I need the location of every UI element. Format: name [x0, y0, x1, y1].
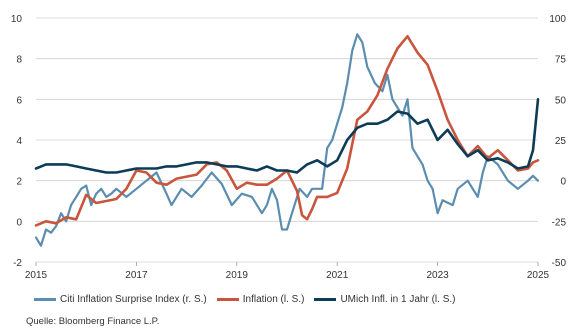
- y-right-tick-label: 75: [555, 55, 567, 66]
- x-tick-label: 2015: [25, 270, 48, 281]
- legend-swatch-umich: [314, 298, 337, 301]
- gridlines: [35, 17, 539, 266]
- x-tick-label: 2025: [527, 270, 550, 281]
- series-lines: [34, 33, 540, 247]
- legend-label-citi: Citi Inflation Surprise Index (r. S.): [60, 294, 207, 305]
- y-left-tick-label: 2: [16, 177, 22, 188]
- x-tick-label: 2017: [125, 270, 148, 281]
- y-right-tick-label: 0: [560, 177, 566, 188]
- legend-swatch-inflation: [216, 298, 239, 301]
- y-left-tick-label: 0: [16, 217, 22, 228]
- series-line-inflation: [34, 34, 540, 227]
- y-left-tick-label: 8: [16, 55, 22, 66]
- y-right-tick-label: -25: [552, 217, 567, 228]
- series-line-umich-1y: [34, 98, 540, 174]
- legend: Citi Inflation Surprise Index (r. S.) In…: [34, 294, 455, 305]
- y-right-tick-label: 100: [549, 14, 566, 25]
- y-right-tick-label: 50: [555, 95, 567, 106]
- line-chart: -2 0 2 4 6 8 10 -50 -25 0 25 50 75 100 2015 2017 2019 202…: [11, 14, 567, 281]
- legend-swatch-citi: [34, 298, 56, 301]
- x-tick-label: 2021: [326, 270, 349, 281]
- source-note: Quelle: Bloomberg Finance L.P.: [26, 316, 160, 327]
- y-left-tick-label: 4: [16, 136, 22, 147]
- legend-item-inflation: Inflation (l. S.): [216, 294, 305, 305]
- series-line-citi-surprise: [34, 33, 540, 247]
- axis-labels: -2 0 2 4 6 8 10 -50 -25 0 25 50 75 100 2015 2017 2019 202…: [11, 14, 567, 281]
- y-left-tick-label: 6: [16, 95, 22, 106]
- legend-item-umich: UMich Infl. in 1 Jahr (l. S.): [314, 294, 455, 305]
- x-tick-label: 2023: [426, 270, 449, 281]
- legend-label-umich: UMich Infl. in 1 Jahr (l. S.): [340, 294, 456, 305]
- y-left-tick-label: -2: [13, 258, 22, 269]
- legend-label-inflation: Inflation (l. S.): [242, 294, 305, 305]
- y-right-tick-label: 25: [555, 136, 567, 147]
- y-left-tick-label: 10: [11, 14, 23, 25]
- legend-item-citi: Citi Inflation Surprise Index (r. S.): [34, 294, 207, 305]
- y-right-tick-label: -50: [552, 258, 567, 269]
- x-tick-label: 2019: [226, 270, 249, 281]
